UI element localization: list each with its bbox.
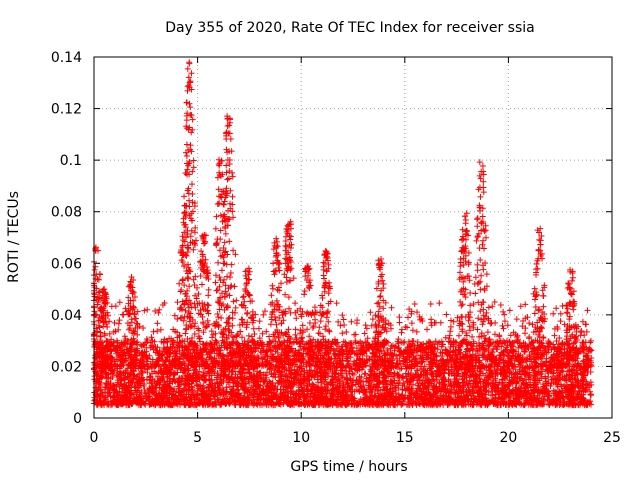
data-point [141,386,148,393]
data-point [353,386,360,393]
data-point [241,348,248,355]
data-point [130,398,137,405]
data-point [434,346,441,353]
data-point [481,387,488,394]
data-point [315,379,322,386]
data-point [423,344,430,351]
data-point [509,352,516,359]
data-point [151,368,158,375]
data-points [91,59,595,409]
data-point [588,347,595,354]
data-point [140,382,147,389]
data-point [396,344,403,351]
data-point [401,383,408,390]
data-point [269,353,276,360]
data-point [340,381,347,388]
data-point [303,363,310,370]
data-point [489,388,496,395]
data-point [416,376,423,383]
data-point [448,366,455,373]
data-point [343,370,350,377]
data-point [362,370,369,377]
data-point [154,344,161,351]
data-point [394,355,401,362]
data-point [129,400,136,407]
data-point [358,344,365,351]
